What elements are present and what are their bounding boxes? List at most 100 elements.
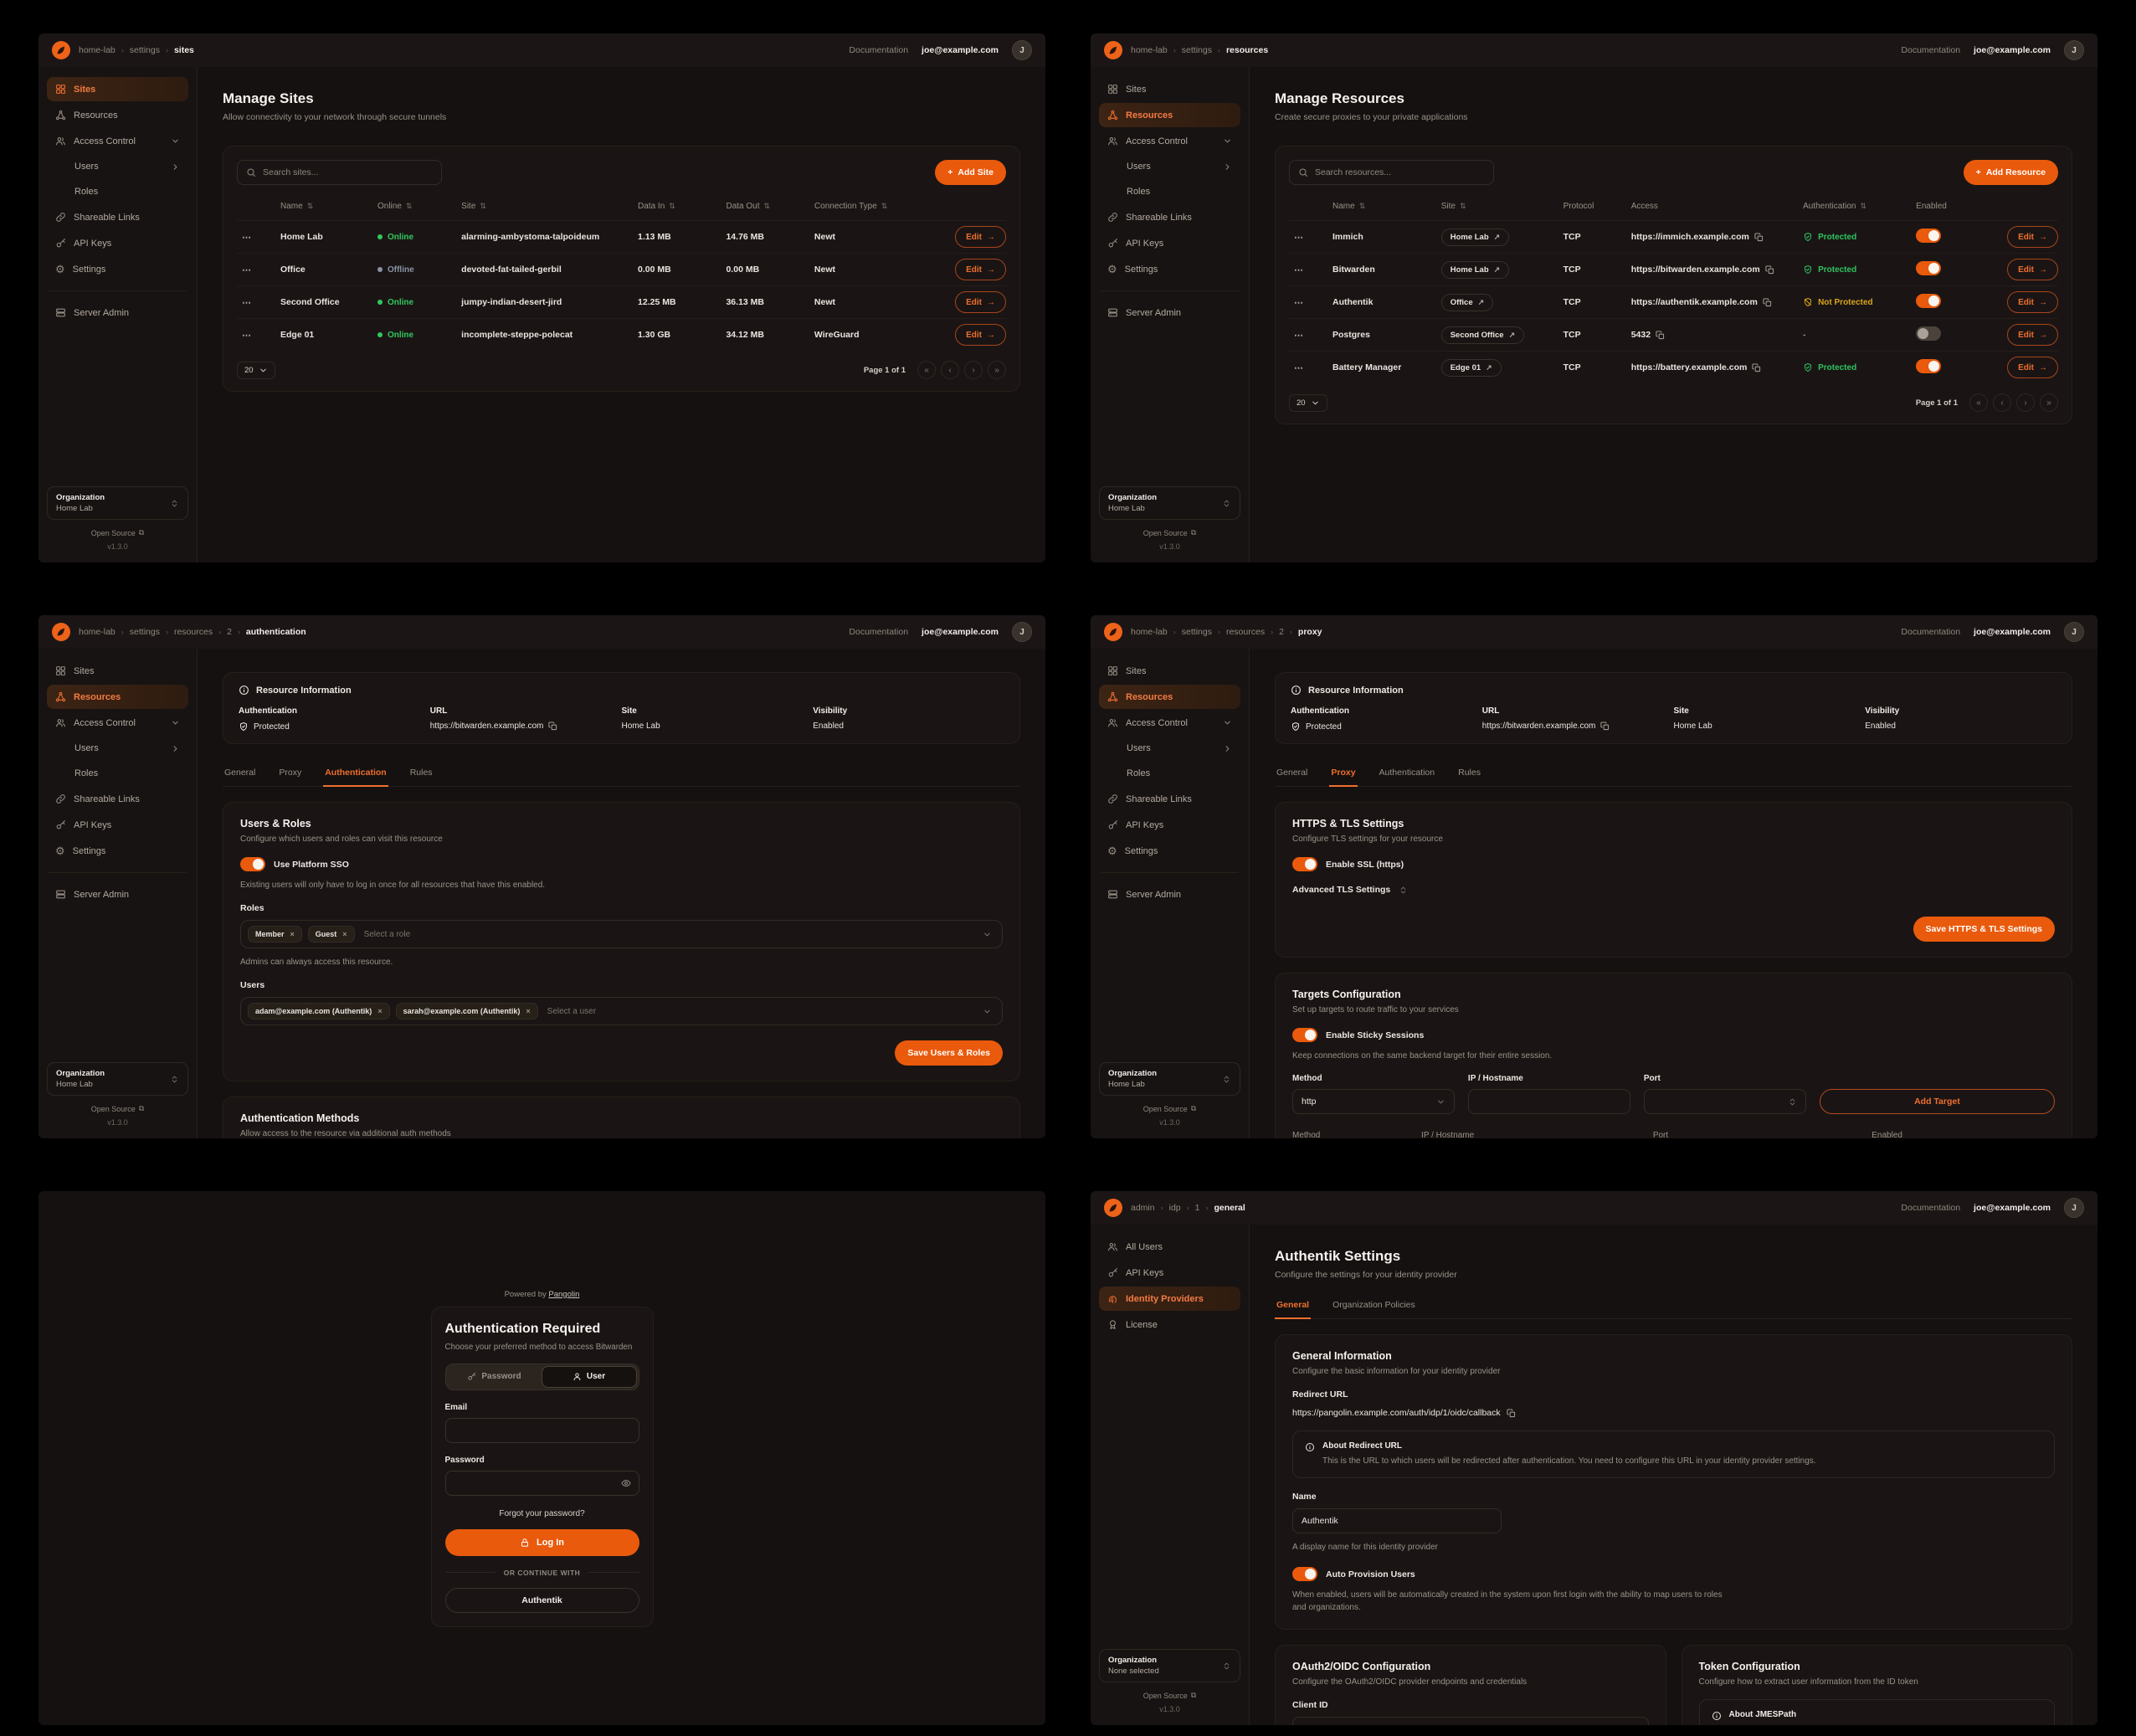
edit-button[interactable]: Edit → bbox=[2007, 324, 2058, 346]
tab-general[interactable]: General bbox=[224, 768, 256, 778]
breadcrumb-item[interactable]: home-lab bbox=[79, 627, 116, 637]
breadcrumb-item[interactable]: idp bbox=[1168, 1203, 1181, 1213]
documentation-link[interactable]: Documentation bbox=[1901, 45, 1961, 55]
sidebar-item-access-control[interactable]: Access Control bbox=[47, 711, 188, 735]
sidebar-item-resources[interactable]: Resources bbox=[47, 685, 188, 709]
tab-user[interactable]: User bbox=[541, 1365, 637, 1388]
row-menu-icon[interactable]: ⋯ bbox=[1294, 297, 1304, 308]
breadcrumb-item[interactable]: home-lab bbox=[1131, 627, 1168, 637]
sidebar-item-shareable-links[interactable]: Shareable Links bbox=[47, 205, 188, 229]
enabled-toggle[interactable] bbox=[1916, 229, 1942, 243]
roles-multiselect[interactable]: Member × Guest × Select a role bbox=[240, 920, 1003, 948]
open-source-link[interactable]: Open Source ⧉ bbox=[90, 528, 145, 537]
sidebar-item-users[interactable]: Users bbox=[1099, 737, 1240, 760]
sidebar-item-access-control[interactable]: Access Control bbox=[1099, 129, 1240, 153]
sidebar-item-shareable-links[interactable]: Shareable Links bbox=[1099, 205, 1240, 229]
method-select[interactable]: http bbox=[1292, 1089, 1455, 1114]
user-email[interactable]: joe@example.com bbox=[922, 45, 999, 55]
site-link-chip[interactable]: Edge 01 ↗ bbox=[1440, 358, 1502, 377]
row-menu-icon[interactable]: ⋯ bbox=[242, 297, 252, 308]
row-menu-icon[interactable]: ⋯ bbox=[1294, 265, 1304, 275]
sidebar-item-api-keys[interactable]: API Keys bbox=[47, 813, 188, 837]
enabled-toggle[interactable] bbox=[1916, 294, 1942, 308]
close-icon[interactable]: × bbox=[342, 930, 347, 938]
sidebar-item-server-admin[interactable]: Server Admin bbox=[47, 300, 188, 325]
ssl-toggle[interactable] bbox=[1292, 857, 1317, 871]
user-chip[interactable]: sarah@example.com (Authentik) × bbox=[395, 1003, 538, 1020]
column-name[interactable]: Name ⇅ bbox=[1332, 201, 1366, 211]
organization-selector[interactable]: Organization Home Lab bbox=[1099, 486, 1240, 520]
close-icon[interactable]: × bbox=[290, 930, 295, 938]
row-menu-icon[interactable]: ⋯ bbox=[242, 232, 252, 243]
copy-icon[interactable] bbox=[548, 722, 557, 731]
sidebar-item-roles[interactable]: Roles bbox=[74, 187, 99, 197]
column-data-in[interactable]: Data In ⇅ bbox=[638, 201, 675, 211]
sidebar-item-resources[interactable]: Resources bbox=[1099, 103, 1240, 127]
user-email[interactable]: joe@example.com bbox=[922, 627, 999, 637]
breadcrumb-item[interactable]: 2 bbox=[227, 627, 232, 637]
row-menu-icon[interactable]: ⋯ bbox=[1294, 362, 1304, 373]
eye-icon[interactable] bbox=[621, 1478, 631, 1488]
avatar[interactable]: J bbox=[2064, 1198, 2084, 1218]
copy-icon[interactable] bbox=[1765, 265, 1774, 275]
sidebar-item-identity-providers[interactable]: Identity Providers bbox=[1099, 1287, 1240, 1311]
avatar[interactable]: J bbox=[1012, 622, 1032, 642]
pangolin-link[interactable]: Pangolin bbox=[548, 1289, 580, 1299]
port-input[interactable] bbox=[1643, 1089, 1806, 1114]
sidebar-item-access-control[interactable]: Access Control bbox=[47, 129, 188, 153]
forgot-password-link[interactable]: Forgot your password? bbox=[499, 1508, 585, 1518]
row-menu-icon[interactable]: ⋯ bbox=[1294, 232, 1304, 243]
edit-button[interactable]: Edit → bbox=[2007, 259, 2058, 280]
save-tls-button[interactable]: Save HTTPS & TLS Settings bbox=[1913, 917, 2055, 942]
sidebar-item-access-control[interactable]: Access Control bbox=[1099, 711, 1240, 735]
edit-button[interactable]: Edit → bbox=[955, 324, 1006, 346]
sidebar-item-sites[interactable]: Sites bbox=[1099, 659, 1240, 683]
sidebar-item-all-users[interactable]: All Users bbox=[1099, 1235, 1240, 1259]
login-button[interactable]: Log In bbox=[444, 1528, 639, 1556]
last-page-button[interactable]: » bbox=[2040, 393, 2058, 412]
sidebar-item-settings[interactable]: ⚙ Settings bbox=[1107, 845, 1158, 857]
sidebar-item-settings[interactable]: ⚙ Settings bbox=[55, 845, 106, 857]
breadcrumb-item[interactable]: admin bbox=[1131, 1203, 1155, 1213]
user-email[interactable]: joe@example.com bbox=[1974, 45, 2051, 55]
email-field[interactable] bbox=[444, 1417, 639, 1443]
open-source-link[interactable]: Open Source ⧉ bbox=[90, 1104, 145, 1113]
tab-password[interactable]: Password bbox=[448, 1366, 542, 1388]
breadcrumb-item[interactable]: resources bbox=[173, 627, 213, 637]
prev-page-button[interactable]: ‹ bbox=[941, 361, 959, 379]
edit-button[interactable]: Edit → bbox=[955, 226, 1006, 248]
copy-icon[interactable] bbox=[1600, 722, 1610, 731]
sidebar-item-roles[interactable]: Roles bbox=[74, 768, 99, 778]
name-field[interactable]: Authentik bbox=[1292, 1508, 1502, 1533]
add-target-button[interactable]: Add Target bbox=[1819, 1089, 2055, 1114]
sidebar-item-server-admin[interactable]: Server Admin bbox=[1099, 300, 1240, 325]
column-online[interactable]: Online ⇅ bbox=[377, 201, 413, 211]
breadcrumb-item[interactable]: settings bbox=[129, 45, 160, 55]
breadcrumb-item[interactable]: resources bbox=[1225, 627, 1266, 637]
tab-proxy[interactable]: Proxy bbox=[1329, 761, 1358, 787]
hostname-input[interactable] bbox=[1467, 1089, 1630, 1114]
avatar[interactable]: J bbox=[2064, 622, 2084, 642]
sidebar-item-api-keys[interactable]: API Keys bbox=[47, 231, 188, 255]
copy-icon[interactable] bbox=[1752, 362, 1761, 372]
copy-icon[interactable] bbox=[1507, 1408, 1516, 1418]
sidebar-item-roles[interactable]: Roles bbox=[1127, 768, 1151, 778]
sidebar-item-users[interactable]: Users bbox=[47, 155, 188, 178]
enabled-toggle[interactable] bbox=[1916, 261, 1942, 275]
search-input[interactable]: Search sites... bbox=[237, 160, 442, 185]
breadcrumb-item[interactable]: home-lab bbox=[79, 45, 116, 55]
site-link-chip[interactable]: Home Lab ↗ bbox=[1440, 228, 1510, 246]
sidebar-item-sites[interactable]: Sites bbox=[1099, 77, 1240, 101]
tab-authentication[interactable]: Authentication bbox=[323, 761, 388, 787]
sidebar-item-license[interactable]: License bbox=[1099, 1312, 1240, 1337]
edit-button[interactable]: Edit → bbox=[2007, 291, 2058, 313]
page-size-select[interactable]: 20 bbox=[237, 361, 275, 379]
user-chip[interactable]: adam@example.com (Authentik) × bbox=[248, 1003, 390, 1020]
tab-rules[interactable]: Rules bbox=[409, 768, 433, 778]
enabled-toggle[interactable] bbox=[1916, 326, 1942, 341]
column-site[interactable]: Site ⇅ bbox=[1440, 201, 1466, 211]
sticky-sessions-toggle[interactable] bbox=[1292, 1028, 1317, 1042]
page-size-select[interactable]: 20 bbox=[1289, 393, 1327, 412]
documentation-link[interactable]: Documentation bbox=[1901, 1203, 1961, 1213]
row-menu-icon[interactable]: ⋯ bbox=[1294, 330, 1304, 341]
